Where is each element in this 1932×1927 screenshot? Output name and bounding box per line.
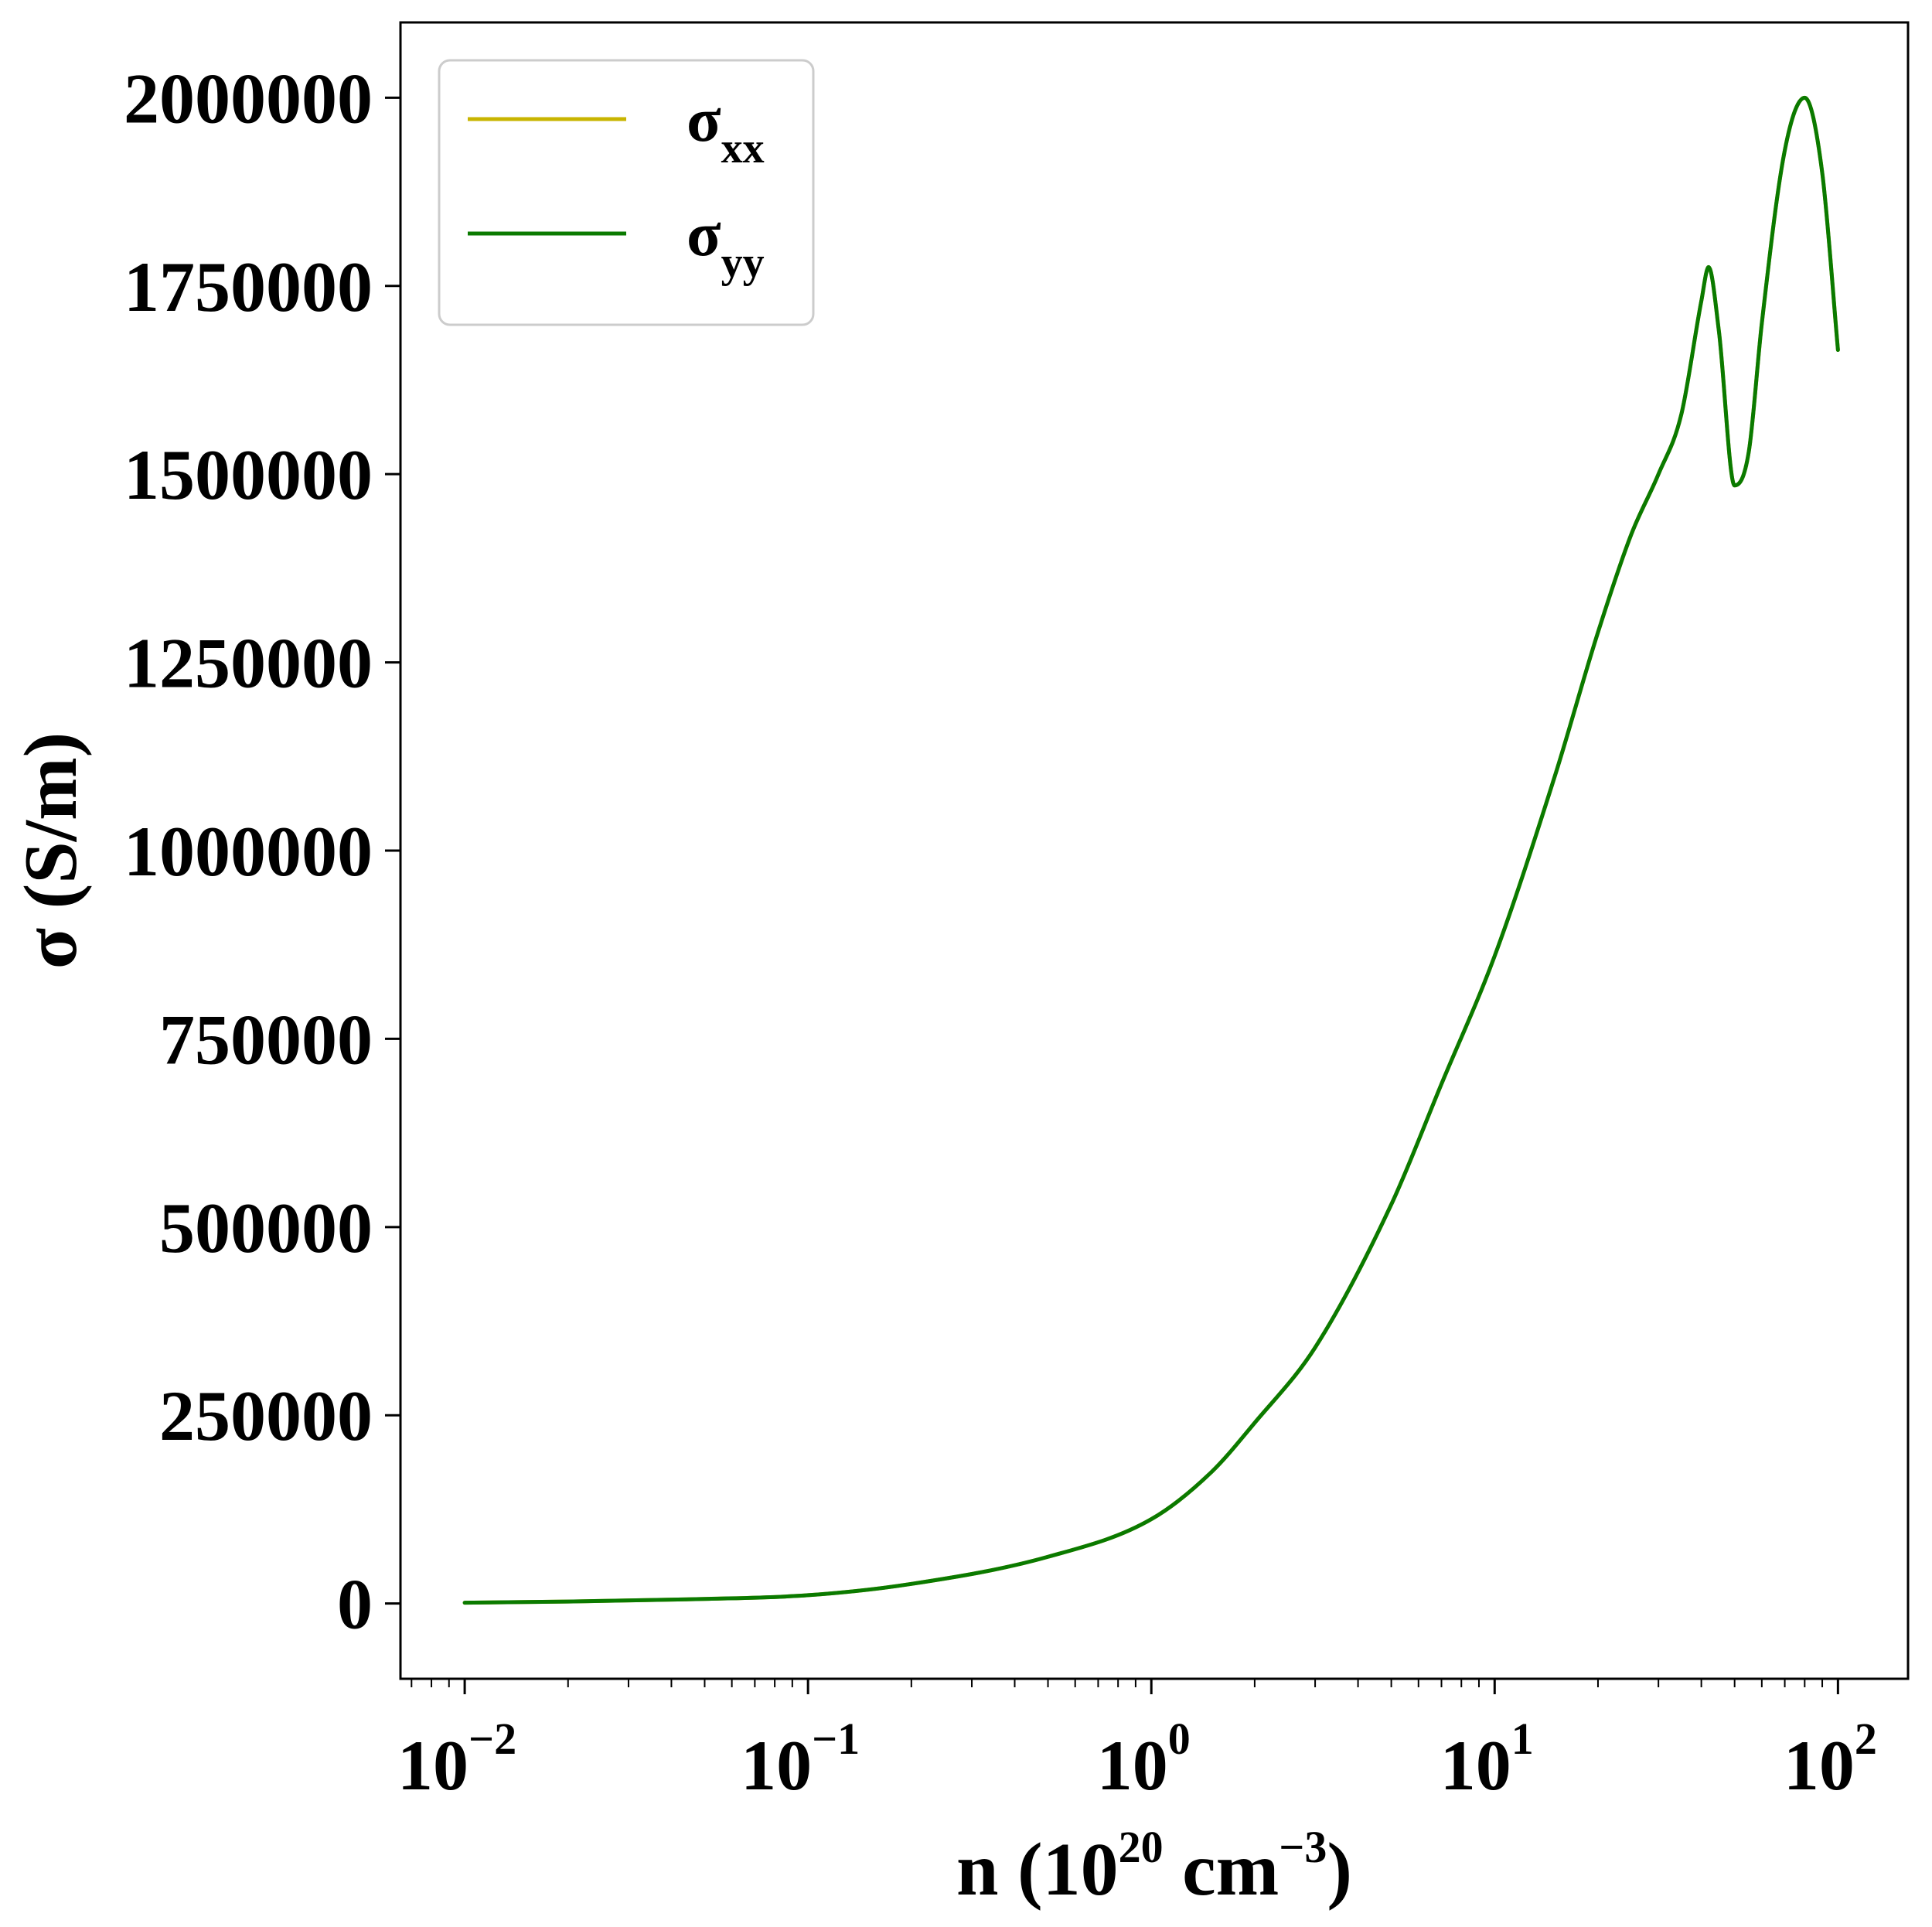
y-tick-label: 0 bbox=[337, 1565, 373, 1644]
y-tick-label: 500000 bbox=[159, 1189, 373, 1267]
x-axis: 10−2 10−1 100 101 102 bbox=[397, 1679, 1877, 1805]
series-layer bbox=[462, 95, 1840, 1605]
legend-label-sigma-yy: σyy bbox=[687, 199, 765, 287]
x-tick-label: 102 bbox=[1784, 1714, 1877, 1805]
x-tick-label: 10−2 bbox=[397, 1714, 516, 1805]
x-tick-label: 101 bbox=[1440, 1714, 1534, 1805]
x-tick-label: 10−1 bbox=[741, 1714, 860, 1805]
x-axis-title: n (1020 cm−3) bbox=[956, 1822, 1352, 1912]
x-tick-label: 100 bbox=[1097, 1714, 1191, 1805]
y-tick-label: 2000000 bbox=[124, 59, 373, 138]
y-axis-title: σ (S/m) bbox=[9, 732, 93, 969]
legend-box bbox=[438, 59, 815, 326]
y-tick-label: 1000000 bbox=[124, 812, 373, 891]
y-tick-label: 1250000 bbox=[124, 624, 373, 703]
y-tick-label: 1750000 bbox=[124, 247, 373, 326]
y-tick-label: 250000 bbox=[159, 1376, 373, 1455]
legend-label-sigma-xx: σxx bbox=[687, 84, 765, 172]
legend: σxx σyy bbox=[438, 59, 815, 326]
y-axis: 0 250000 500000 750000 1000000 1250000 1500000… bbox=[124, 59, 400, 1644]
y-tick-label: 1500000 bbox=[124, 435, 373, 514]
y-tick-label: 750000 bbox=[159, 1000, 373, 1079]
series-line-yy bbox=[462, 95, 1840, 1605]
